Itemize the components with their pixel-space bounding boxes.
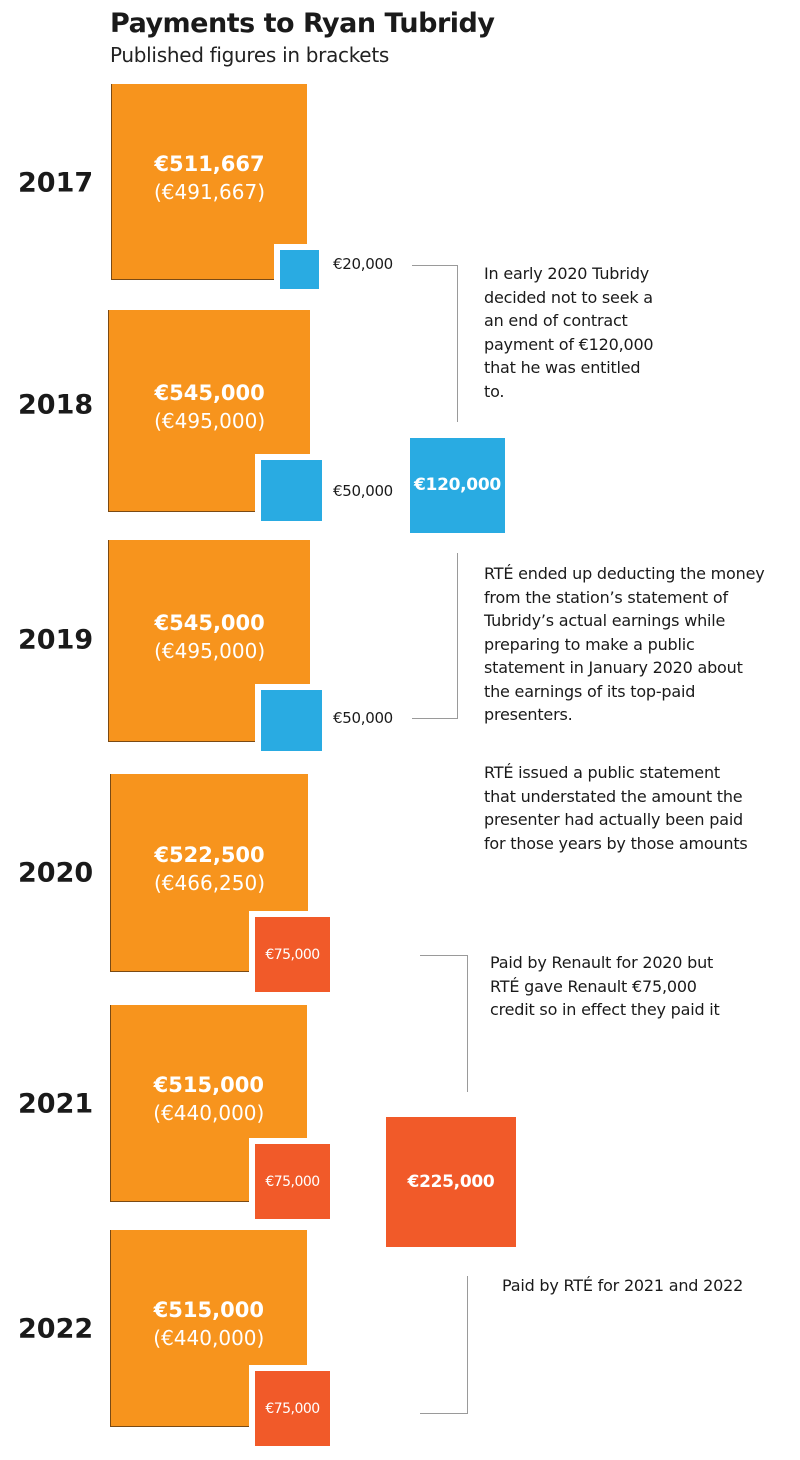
extra-payment-label: €75,000 (265, 1400, 320, 1417)
payment-square: €511,667 (€491,667) (111, 84, 307, 280)
payment-square: €515,000 (€440,000) (110, 1005, 307, 1202)
connector-line (420, 955, 468, 956)
year-label: 2021 (18, 1088, 94, 1120)
payment-square: €515,000 (€440,000) (110, 1230, 307, 1427)
annotation: RTÉ ended up deducting the money from th… (484, 564, 765, 724)
extra-payment-label: €75,000 (265, 1173, 320, 1190)
extra-payment-square (274, 244, 325, 295)
connector-line (467, 1276, 468, 1414)
published-amount: (€440,000) (153, 1325, 265, 1350)
annotation: Paid by RTÉ for 2021 and 2022 (502, 1276, 744, 1295)
extra-payment-label: €20,000 (333, 255, 393, 273)
extra-payment-label: €75,000 (265, 946, 320, 963)
chart-title: Payments to Ryan Tubridy (110, 8, 495, 39)
payment-square: €522,500 (€466,250) (110, 774, 309, 973)
year-label: 2022 (18, 1313, 94, 1345)
total-label: €120,000 (414, 475, 501, 496)
total-square: €225,000 (386, 1117, 516, 1247)
connector-line (467, 955, 468, 1092)
extra-payment-label: €50,000 (333, 482, 393, 500)
payment-square: €545,000 (€495,000) (108, 310, 311, 513)
annotation: In early 2020 Tubridy decided not to see… (484, 264, 654, 401)
published-amount: (€466,250) (154, 870, 266, 895)
published-amount: (€491,667) (153, 179, 266, 204)
connector-line (457, 553, 458, 719)
payment-amount: €515,000 (153, 1072, 264, 1097)
payment-amount: €545,000 (154, 380, 265, 405)
extra-payment-square: €75,000 (248, 1364, 337, 1453)
extra-payment-square (254, 453, 329, 528)
extra-payment-label: €50,000 (333, 709, 393, 727)
payment-amount: €511,667 (154, 151, 265, 176)
total-label: €225,000 (407, 1171, 495, 1192)
connector-line (420, 1413, 468, 1414)
chart-subtitle: Published figures in brackets (110, 43, 389, 67)
payment-amount: €515,000 (153, 1297, 264, 1322)
payment-amount: €522,500 (154, 842, 265, 867)
year-label: 2019 (18, 624, 94, 656)
year-label: 2020 (18, 857, 94, 889)
extra-payment-square (254, 683, 329, 758)
total-square: €120,000 (410, 438, 505, 533)
published-amount: (€440,000) (153, 1100, 265, 1125)
year-label: 2017 (18, 167, 94, 199)
published-amount: (€495,000) (154, 408, 266, 433)
payment-amount: €545,000 (154, 610, 265, 635)
connector-line (412, 718, 458, 719)
published-amount: (€495,000) (154, 638, 266, 663)
annotation: RTÉ issued a public statement that under… (484, 763, 748, 853)
connector-line (412, 265, 458, 266)
extra-payment-square: €75,000 (248, 1137, 337, 1226)
extra-payment-square: €75,000 (248, 910, 337, 999)
connector-line (457, 265, 458, 422)
year-label: 2018 (18, 389, 94, 421)
annotation: Paid by Renault for 2020 but RTÉ gave Re… (490, 953, 720, 1019)
